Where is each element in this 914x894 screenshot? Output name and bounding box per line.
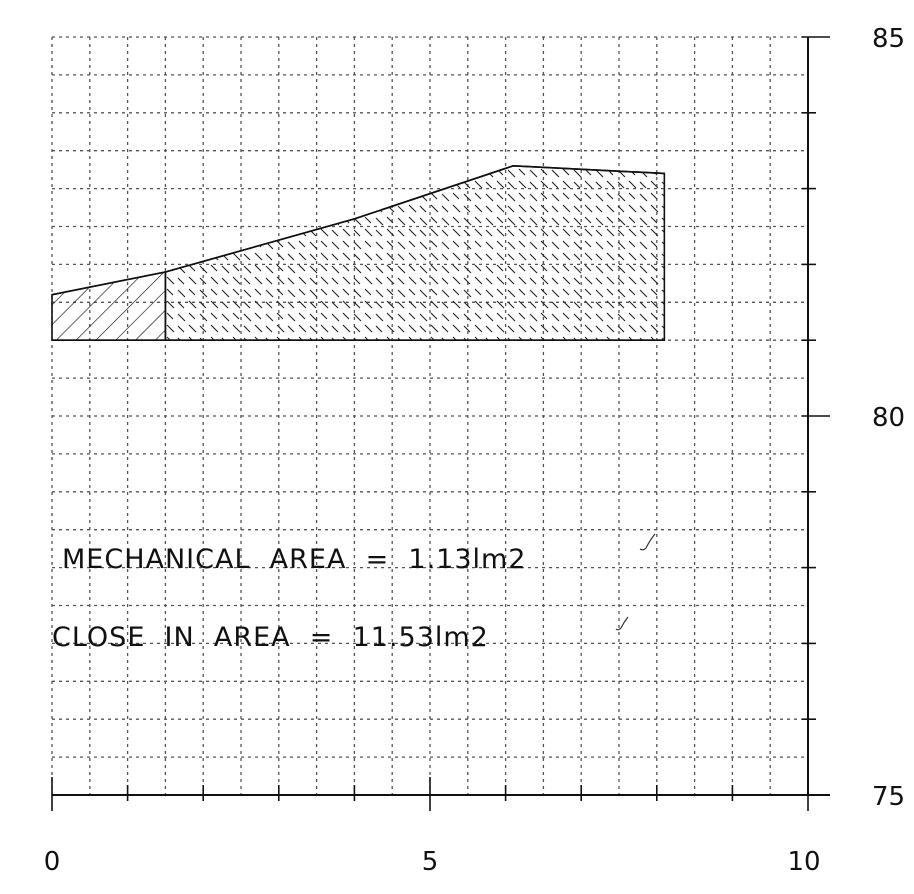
y-tick-label: 75 [872, 782, 905, 812]
x-tick-label: 10 [787, 847, 820, 877]
y-tick-label: 85 [872, 24, 905, 54]
axes [52, 37, 830, 796]
check-mark-icon [615, 616, 629, 631]
close-in-area-region [164, 165, 666, 341]
annotation-close-in-area: CLOSE IN AREA = 11.53lm2 [52, 622, 489, 653]
grid [51, 36, 809, 796]
hatched-regions [51, 165, 666, 342]
ground-profile-line [51, 165, 665, 296]
x-tick-label: 5 [422, 847, 439, 877]
mechanical-area-region [51, 271, 167, 341]
check-mark-icon [639, 533, 656, 551]
x-tick-label: 0 [44, 847, 61, 877]
ticks [51, 36, 830, 811]
tick-labels: 0 5 10 85 80 75 [44, 24, 905, 877]
annotation-mechanical-area: MECHANICAL AREA = 1.13lm2 [62, 544, 526, 575]
y-tick-label: 80 [872, 403, 905, 433]
